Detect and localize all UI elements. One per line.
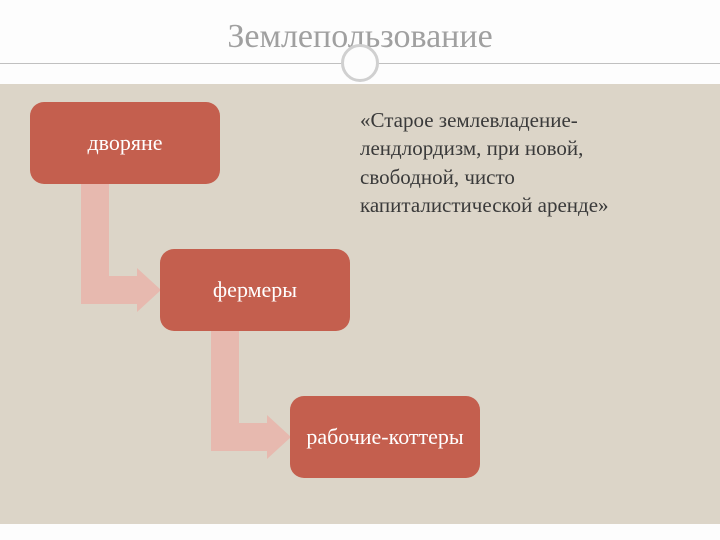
node-rabochie: рабочие-коттеры <box>290 396 480 478</box>
title-circle-icon <box>341 44 379 82</box>
node-fermery: фермеры <box>160 249 350 331</box>
node-label: рабочие-коттеры <box>306 424 463 450</box>
node-label: дворяне <box>87 130 162 156</box>
node-label: фермеры <box>213 277 297 303</box>
title-area: Землепользование <box>0 0 720 84</box>
content-area: дворяне фермеры рабочие-коттеры «Старое … <box>0 84 720 524</box>
quote-text: «Старое землевладение-лендлордизм, при н… <box>360 106 680 219</box>
node-dvoryane: дворяне <box>30 102 220 184</box>
